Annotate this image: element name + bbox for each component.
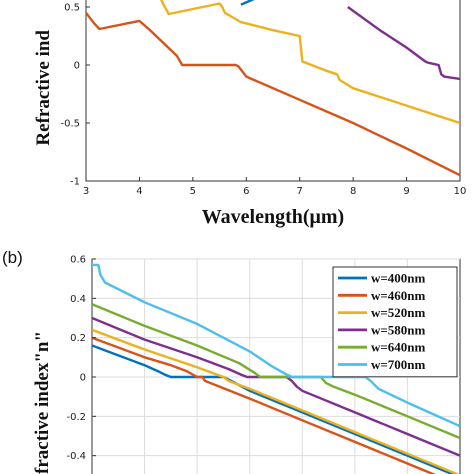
panel-a-x-tick-label: 9 xyxy=(403,186,409,197)
panel-a-x-tick-label: 8 xyxy=(350,186,356,197)
panel-b-y-tick-label: -0.2 xyxy=(66,412,86,423)
panel-b-legend-label-2: w=520nm xyxy=(371,305,426,320)
panel-a-series xyxy=(86,0,460,177)
panel-a-x-ticks: 3 4 5 6 7 8 9 10 xyxy=(83,177,467,197)
panel-b-y-tick-label: 0.4 xyxy=(70,294,86,305)
panel-a-x-tick-label: 4 xyxy=(136,186,142,197)
panel-b-legend: w=400nm w=460nm w=520nm w=580nm w=640nm w=700… xyxy=(332,266,458,378)
panel-a-series-line-2 xyxy=(159,0,460,125)
panel-b-legend-label-4: w=640nm xyxy=(371,340,426,355)
panel-a-series-line-1 xyxy=(86,12,460,177)
panel-a: Refractive ind -1 -0.5 0 0.5 3 4 5 6 7 8 9 10 Wave… xyxy=(33,0,466,228)
panel-b-legend-box xyxy=(332,266,458,378)
panel-a-y-tick-label: -1 xyxy=(70,177,80,188)
panel-b-y-tick-label: 0.2 xyxy=(70,333,86,344)
panel-a-x-tick-label: 10 xyxy=(454,186,467,197)
panel-b-series-line-5 xyxy=(92,263,460,428)
panel-b-y-tick-label: 0.6 xyxy=(70,255,86,266)
panel-b-legend-label-1: w=460nm xyxy=(371,288,426,303)
panel-a-axes-box xyxy=(85,0,461,182)
panel-a-plot-area xyxy=(85,0,461,182)
panel-b-series xyxy=(92,263,460,474)
panel-a-x-tick-label: 6 xyxy=(243,186,249,197)
panel-b-y-axis-label: fractive index"n" xyxy=(32,331,53,474)
panel-b-series-line-2 xyxy=(92,328,460,474)
panel-a-y-axis-label: Refractive ind xyxy=(33,30,54,146)
panel-a-x-axis-label: Wavelength(μm) xyxy=(202,206,344,228)
panel-a-y-ticks: -1 -0.5 0 0.5 xyxy=(60,3,90,188)
panel-a-x-tick-label: 5 xyxy=(190,186,196,197)
panel-a-x-tick-label: 7 xyxy=(297,186,303,197)
panel-b-y-tick-label: -0.4 xyxy=(66,451,86,462)
panel-a-y-tick-label: 0 xyxy=(74,61,80,72)
panel-b-legend-label-0: w=400nm xyxy=(371,271,426,286)
panel-b-legend-label-5: w=700nm xyxy=(371,357,426,372)
panel-a-series-line-0 xyxy=(240,0,255,6)
panel-b-label: (b) xyxy=(2,248,23,267)
panel-b-y-ticks: -0.4 -0.2 0 0.2 0.4 0.6 xyxy=(66,255,96,462)
panel-b-legend-label-3: w=580nm xyxy=(371,322,426,337)
panel-b-y-tick-label: 0 xyxy=(80,373,86,384)
panel-a-y-tick-label: 0.5 xyxy=(64,3,80,14)
panel-b: (b) fractive index"n" -0.4 -0.2 0 0.2 0.4 0.6… xyxy=(2,248,461,474)
panel-b-series-line-1 xyxy=(92,336,436,474)
panel-a-y-tick-label: -0.5 xyxy=(60,119,80,130)
panel-a-x-tick-label: 3 xyxy=(83,186,89,197)
panel-a-series-line-3 xyxy=(347,6,460,81)
